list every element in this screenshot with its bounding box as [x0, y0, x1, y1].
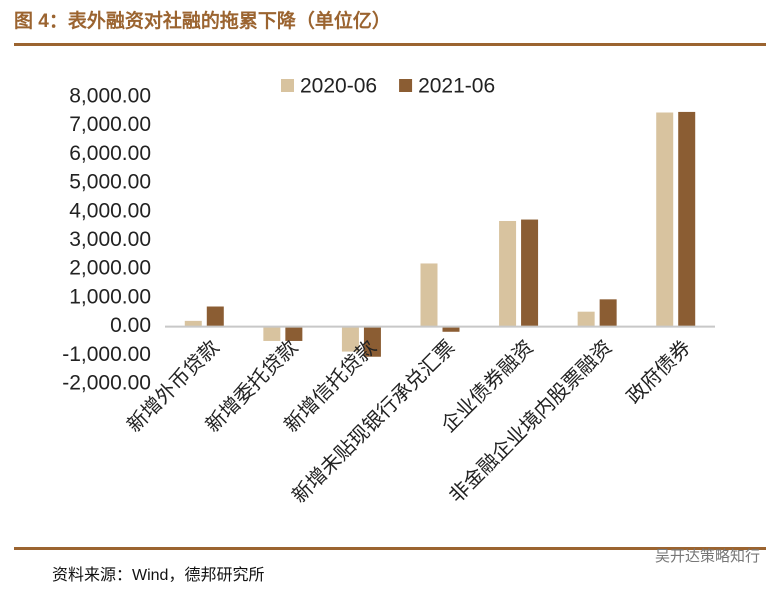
bar	[577, 311, 595, 327]
top-rule	[14, 43, 766, 46]
legend-label: 2021-06	[418, 75, 495, 98]
bar	[341, 326, 359, 352]
chart: -2,000.00 -1,000.00 0.00 1,000.00 2,000.00 3,…	[62, 75, 715, 508]
y-tick-label: 1,000.00	[69, 285, 151, 308]
y-tick-label: 8,000.00	[69, 85, 151, 108]
y-tick-label: 5,000.00	[69, 171, 151, 194]
bar	[206, 306, 224, 327]
watermark: 吴开达策略知行	[655, 548, 760, 565]
figure-title: 图 4：表外融资对社融的拖累下降（单位亿）	[14, 9, 391, 32]
y-tick-label: 3,000.00	[69, 228, 151, 251]
bar	[678, 111, 696, 327]
source: 资料来源：Wind，德邦研究所	[52, 566, 264, 584]
bar	[363, 326, 381, 357]
y-tick-label: -2,000.00	[62, 372, 151, 395]
legend-swatch	[281, 79, 294, 92]
bar	[442, 326, 460, 332]
x-tick-label: 非金融企业境内股票融资	[444, 335, 617, 508]
legend-label: 2020-06	[300, 75, 377, 98]
y-tick-label: 7,000.00	[69, 113, 151, 136]
y-tick-label: 0.00	[110, 314, 151, 337]
bar	[263, 326, 281, 341]
x-tick-label: 政府债券	[622, 335, 696, 409]
y-tick-label: -1,000.00	[62, 343, 151, 366]
bar	[420, 263, 438, 327]
y-tick-label: 6,000.00	[69, 142, 151, 165]
bar	[599, 299, 617, 327]
bar	[285, 326, 303, 341]
legend-swatch	[399, 79, 413, 92]
bar	[184, 320, 202, 327]
bar	[499, 220, 517, 327]
y-tick-label: 2,000.00	[69, 257, 151, 280]
bar	[656, 112, 674, 327]
y-tick-label: 4,000.00	[69, 199, 151, 222]
x-tick-label: 新增未贴现银行承兑汇票	[287, 335, 460, 508]
bottom-rule	[14, 547, 766, 550]
bar	[521, 219, 539, 327]
